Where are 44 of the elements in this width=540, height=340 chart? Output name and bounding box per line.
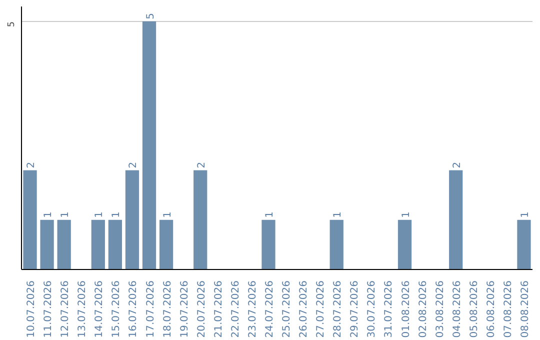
data-label: 1: [111, 212, 122, 218]
data-label: 1: [520, 212, 531, 218]
x-tick-label: 07.08.2026: [502, 280, 514, 338]
data-label: 2: [196, 162, 208, 168]
x-tick-label: 05.08.2026: [468, 280, 480, 338]
x-tick-label: 24.07.2026: [264, 280, 276, 338]
x-tick-label: 27.07.2026: [316, 280, 327, 338]
x-tick-label: 21.07.2026: [213, 280, 224, 338]
x-tick-label: 15.07.2026: [111, 280, 122, 338]
data-label: 2: [452, 162, 463, 168]
x-tick-label: 28.07.2026: [332, 280, 344, 338]
x-tick-label: 13.07.2026: [77, 280, 88, 338]
x-tick-label: 20.07.2026: [196, 280, 208, 338]
x-tick-label: 29.07.2026: [350, 280, 361, 338]
data-label: 2: [26, 162, 38, 168]
x-tick-label: 16.07.2026: [128, 280, 140, 338]
x-tick-label: 26.07.2026: [298, 280, 310, 338]
x-tick-label: 03.08.2026: [434, 280, 446, 338]
data-label: 2: [128, 162, 140, 168]
x-tick-label: 22.07.2026: [230, 280, 242, 338]
data-label: 1: [162, 212, 174, 218]
x-tick-label: 01.08.2026: [400, 280, 412, 338]
x-tick-label: 19.07.2026: [179, 280, 190, 338]
x-tick-label: 11.07.2026: [43, 280, 54, 338]
data-label: 1: [264, 212, 276, 218]
x-tick-label: 14.07.2026: [94, 280, 106, 338]
data-label: 1: [60, 212, 72, 218]
x-tick-label: 04.08.2026: [452, 280, 463, 338]
x-tick-label: 08.08.2026: [520, 280, 531, 338]
x-tick-label: 18.07.2026: [162, 280, 174, 338]
x-tick-label: 23.07.2026: [247, 280, 258, 338]
data-label: 1: [94, 212, 106, 218]
x-tick-label: 31.07.2026: [384, 280, 395, 338]
x-tick-label: 12.07.2026: [60, 280, 72, 338]
x-tick-label: 25.07.2026: [282, 280, 293, 338]
x-tick-label: 10.07.2026: [26, 280, 38, 338]
x-tick-label: 17.07.2026: [145, 280, 156, 338]
x-tick-label: 06.08.2026: [486, 280, 497, 338]
data-label: 5: [145, 13, 156, 20]
x-tick-label: 30.07.2026: [366, 280, 378, 338]
data-label: 1: [400, 212, 412, 218]
data-label: 1: [43, 212, 54, 218]
x-tick-label: 02.08.2026: [418, 280, 429, 338]
data-label: 1: [332, 212, 344, 218]
